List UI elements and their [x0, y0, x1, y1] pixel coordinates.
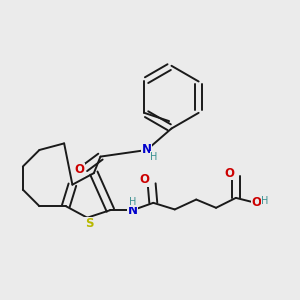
Text: N: N: [128, 204, 138, 217]
Text: N: N: [142, 143, 152, 157]
Text: H: H: [129, 197, 136, 207]
Text: H: H: [261, 196, 268, 206]
Text: O: O: [252, 196, 262, 209]
Text: H: H: [150, 152, 158, 162]
Text: S: S: [85, 217, 93, 230]
Text: O: O: [140, 173, 149, 186]
Text: O: O: [224, 167, 234, 180]
Text: O: O: [74, 163, 84, 176]
